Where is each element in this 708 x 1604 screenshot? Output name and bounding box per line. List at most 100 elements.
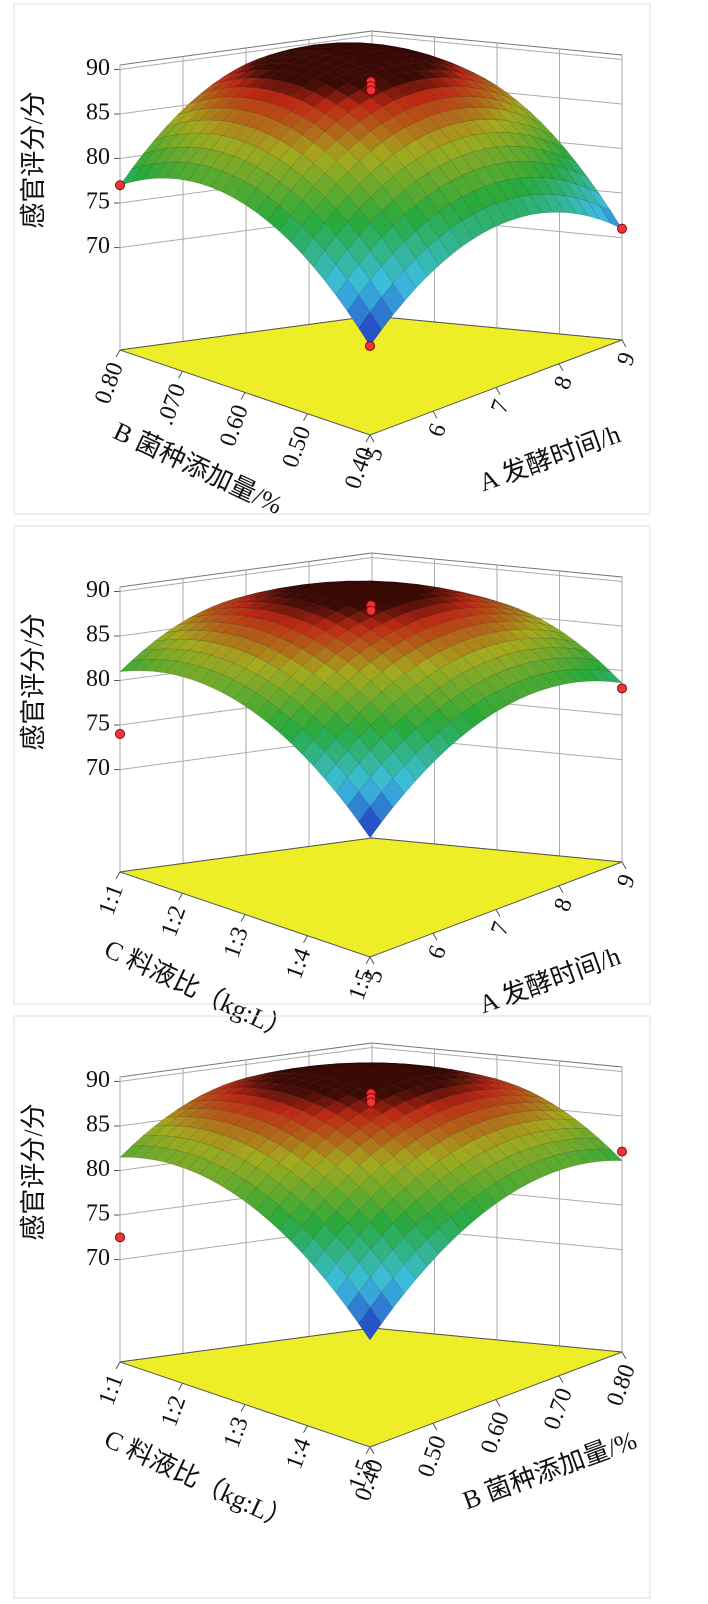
surface-patch (337, 580, 361, 583)
surface-patch (575, 171, 601, 195)
surface-patch (290, 57, 315, 67)
tick-mark (558, 1375, 564, 1383)
surface-patch (324, 66, 349, 78)
surface-patch (199, 608, 224, 617)
surface-patch (164, 1116, 190, 1127)
surface-patch (234, 596, 258, 604)
surface-patch (256, 700, 280, 724)
x-axis-title: A 发酵时间/h (475, 419, 624, 497)
surface-patch (370, 185, 394, 212)
surface-patch (542, 1102, 566, 1113)
surface-patch (438, 721, 462, 747)
surface-patch (530, 1159, 554, 1178)
x-tick-label: 9 (612, 349, 641, 369)
surface-patch (233, 110, 258, 126)
z-tick-label: 80 (86, 666, 110, 692)
surface-patch (462, 67, 486, 80)
surface-patch (473, 148, 497, 167)
surface-patch (324, 623, 349, 639)
surface-patch (257, 57, 281, 65)
surface-patch (244, 1088, 270, 1097)
y-axis-title: C 料液比（kg:L） (100, 934, 296, 1046)
surface-patch (369, 265, 394, 298)
surface-patch (314, 583, 338, 587)
surface-patch (256, 1174, 280, 1197)
surface-patch (256, 173, 280, 197)
z-tick-label: 70 (86, 755, 110, 781)
x-tick-label: 0.70 (539, 1385, 578, 1433)
y-tick-label: 0.50 (278, 423, 317, 471)
y-tick-label: 1:2 (156, 902, 191, 940)
surface-patch (210, 170, 235, 193)
surface-patch (199, 96, 224, 110)
surface-patch (290, 600, 315, 611)
tick-mark (115, 1361, 121, 1370)
surface-patch (313, 682, 337, 704)
surface-patch (199, 630, 224, 643)
y-tick-label: .070 (153, 380, 192, 428)
surface-patch (335, 701, 360, 726)
surface-patch (415, 172, 440, 197)
x-tick-label: 9 (612, 871, 641, 891)
surface-patch (358, 616, 383, 631)
surface-patch (530, 673, 554, 691)
surface-patch (291, 45, 315, 50)
surface-patch (312, 250, 337, 281)
surface-patch (142, 648, 167, 660)
tick-mark (178, 371, 183, 379)
surface-patch (438, 1095, 463, 1108)
z-tick-label: 80 (86, 144, 110, 170)
surface-patch (222, 77, 247, 89)
surface-patch (552, 1110, 578, 1121)
surface-patch (472, 606, 498, 615)
surface-patch (324, 763, 348, 793)
z-axis-title: 感官评分/分 (19, 613, 48, 750)
surface-patch (518, 161, 543, 178)
surface-patch (257, 1072, 281, 1079)
z-tick-label: 90 (86, 55, 110, 81)
surface-patch (518, 1102, 544, 1112)
surface-patch (233, 615, 258, 627)
tick-mark (303, 1425, 308, 1433)
surface-patch (337, 1062, 361, 1064)
surface-patch (392, 715, 417, 740)
panel-frame (13, 3, 651, 515)
surface-patch (142, 659, 167, 672)
surface-patch (244, 1096, 270, 1108)
surface-patch (314, 1064, 338, 1068)
surface-patch (290, 728, 314, 755)
surface-patch (290, 225, 314, 255)
surface-patch (165, 121, 190, 138)
tick-mark (115, 871, 121, 880)
surface-patch (199, 621, 224, 632)
surface-patch (439, 1070, 463, 1075)
tick-mark (558, 885, 564, 893)
surface-patch (324, 593, 350, 603)
surface-patch (484, 1096, 509, 1107)
surface-patch (461, 1111, 486, 1126)
z-tick-label: 85 (86, 1111, 110, 1137)
y-tick-label: 1:3 (219, 924, 254, 962)
tick-mark (432, 1423, 438, 1431)
surface-patch (291, 1069, 315, 1075)
design-point (366, 1097, 376, 1108)
surface-patch (530, 637, 555, 649)
tick-mark (240, 1404, 246, 1412)
surface-patch (439, 588, 463, 594)
surface-patch (222, 1082, 246, 1089)
surface-patch (210, 644, 235, 659)
x-tick-label: 6 (423, 420, 452, 440)
x-tick-label: 8 (549, 895, 578, 915)
surface-patch (301, 613, 326, 627)
z-tick-label: 75 (86, 189, 110, 215)
surface-patch (199, 1100, 224, 1110)
design-point (617, 683, 627, 694)
surface-patch (291, 583, 315, 587)
panel-frame (13, 1015, 651, 1599)
surface-patch (394, 1064, 418, 1069)
surface-patch (233, 125, 258, 143)
surface-patch (314, 586, 338, 592)
surface-patch (222, 1101, 247, 1113)
z-tick-label: 70 (86, 233, 110, 259)
